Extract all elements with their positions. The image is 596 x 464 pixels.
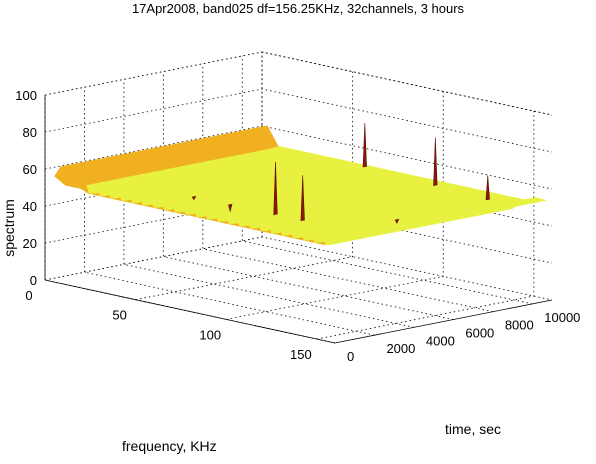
z-tick-label: 80 <box>23 125 37 140</box>
surface-layer <box>54 125 547 246</box>
grid-line-z <box>44 236 553 301</box>
z-axis-label: spectrum <box>1 199 17 257</box>
axis-edge <box>334 299 553 344</box>
z-tick-label: 60 <box>23 162 37 177</box>
peak-spike <box>300 175 305 222</box>
x-tick-label: 8000 <box>505 318 534 333</box>
y-tick-label: 0 <box>25 288 32 303</box>
z-tick-label: 100 <box>15 88 37 103</box>
y-tick-label: 100 <box>199 327 221 342</box>
grid-line-freq <box>316 111 535 340</box>
peak-spike <box>228 203 233 213</box>
peak-spike <box>273 161 278 216</box>
z-tick-label: 20 <box>23 236 37 251</box>
axis-edge <box>44 279 336 344</box>
y-axis-label: frequency, KHz <box>122 438 217 454</box>
z-tick-label: 0 <box>30 273 37 288</box>
peak-spike <box>433 137 438 186</box>
grid-line-freq <box>226 91 444 320</box>
x-tick-label: 6000 <box>465 326 494 341</box>
x-axis-label: time, sec <box>445 421 501 437</box>
peak-spike <box>362 123 367 168</box>
peaks-layer <box>191 123 490 225</box>
axis-edge <box>44 51 263 96</box>
x-tick-label: 2000 <box>386 341 415 356</box>
ticks-layer: 0 2000 4000 6000 8000 10000 0 50 100 150 0 20 40 60 80… <box>15 88 580 364</box>
z-tick-label: 40 <box>23 199 37 214</box>
x-tick-label: 0 <box>347 349 354 364</box>
surface-patch <box>54 166 73 186</box>
peak-spike <box>394 218 400 225</box>
chart-title: 17Apr2008, band025 df=156.25KHz, 32chann… <box>132 1 465 16</box>
grid-line-z <box>44 125 553 190</box>
x-tick-label: 4000 <box>426 333 455 348</box>
grid-line-z <box>44 51 553 116</box>
grid-line-z <box>44 88 553 153</box>
y-tick-label: 50 <box>112 308 126 323</box>
y-tick-label: 150 <box>290 347 312 362</box>
axes-layer <box>44 51 553 344</box>
peak-spike <box>191 195 197 201</box>
peak-spike <box>485 175 490 201</box>
x-tick-label: 10000 <box>544 310 580 325</box>
grid-line-freq <box>135 71 354 301</box>
